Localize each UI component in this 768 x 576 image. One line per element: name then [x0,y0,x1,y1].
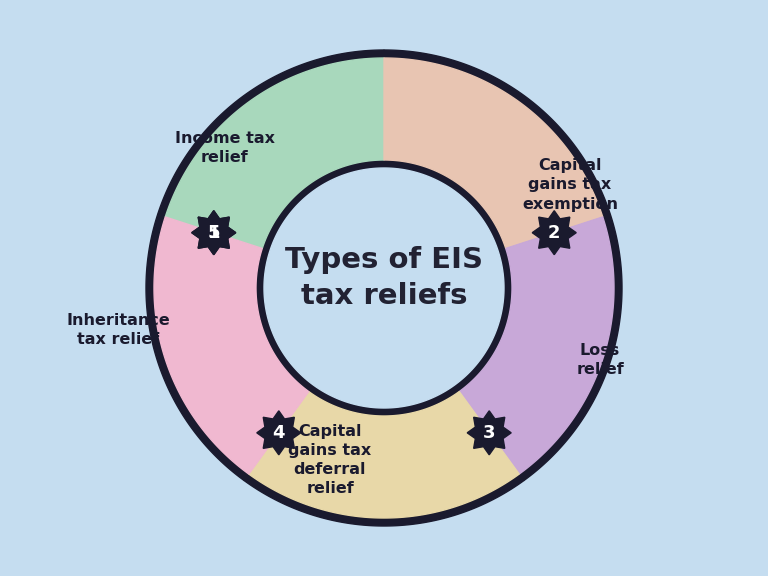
Polygon shape [192,211,236,255]
Text: Types of EIS
tax reliefs: Types of EIS tax reliefs [285,246,483,310]
Polygon shape [257,411,301,455]
Polygon shape [249,392,519,518]
Text: 4: 4 [273,424,285,442]
Text: 5: 5 [207,223,220,242]
Polygon shape [157,50,384,251]
Text: Capital
gains tax
deferral
relief: Capital gains tax deferral relief [288,424,372,497]
Text: 3: 3 [483,424,495,442]
Text: 2: 2 [548,223,561,242]
Text: Loss
relief: Loss relief [576,343,624,377]
Polygon shape [146,214,313,480]
Polygon shape [459,217,614,474]
Polygon shape [264,168,504,408]
Polygon shape [244,385,524,526]
Polygon shape [467,411,511,455]
Text: Inheritance
tax relief: Inheritance tax relief [66,313,170,347]
Polygon shape [384,50,611,251]
Text: Income tax
relief: Income tax relief [175,131,275,165]
Text: 1: 1 [207,223,220,242]
Text: Capital
gains tax
exemption: Capital gains tax exemption [522,158,618,212]
Polygon shape [384,58,603,248]
Polygon shape [192,211,236,255]
Polygon shape [532,211,576,255]
Polygon shape [165,58,384,248]
Polygon shape [455,214,622,480]
Polygon shape [154,217,309,474]
